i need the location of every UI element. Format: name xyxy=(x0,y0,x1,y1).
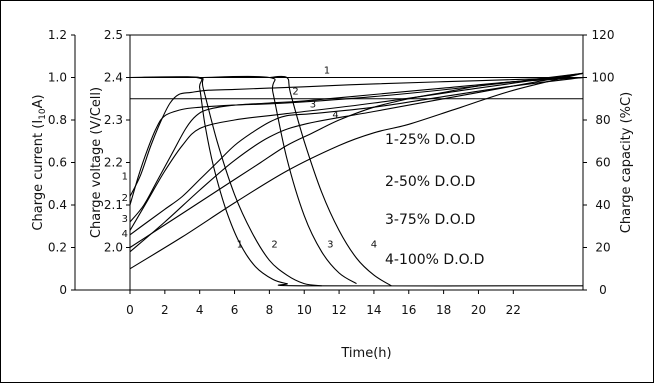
x-tick-label: 4 xyxy=(196,303,204,317)
current-curve-1 xyxy=(129,76,584,287)
capacity-curve-2 xyxy=(129,72,584,231)
voltage-tick-label: 2.0 xyxy=(104,241,123,255)
voltage-curve-label: 2 xyxy=(292,87,298,98)
current-tick-label: 1.0 xyxy=(48,71,67,85)
voltage-axis-label: Charge voltage (V/Cell) xyxy=(89,87,104,238)
legend-entry-4: 4-100% D.O.D xyxy=(385,252,484,268)
capacity-curve-label: 1 xyxy=(122,172,128,183)
current-axis-label: Charge current (I10A) xyxy=(31,94,48,230)
current-tick-label: 0 xyxy=(59,283,67,297)
current-tick-label: 0.6 xyxy=(48,156,67,170)
capacity-curve-4 xyxy=(129,72,584,270)
capacity-tick-label: 40 xyxy=(595,198,610,212)
capacity-axis-label: Charge capacity (%C) xyxy=(619,92,634,233)
x-tick-label: 6 xyxy=(231,303,239,317)
current-tick-label: 0.4 xyxy=(48,198,67,212)
current-curve-label: 3 xyxy=(327,240,333,251)
current-axis-label-post: A) xyxy=(31,94,46,108)
current-tick-label: 0.2 xyxy=(48,241,67,255)
capacity-curve-label: 4 xyxy=(122,229,128,240)
current-curve-3 xyxy=(199,75,357,285)
current-curve-label: 4 xyxy=(371,240,377,251)
x-tick-label: 10 xyxy=(297,303,312,317)
current-tick-label: 1.2 xyxy=(48,28,67,42)
current-axis-label-pre: Charge current (I xyxy=(31,120,46,231)
legend-entry-3: 3-75% D.O.D xyxy=(385,212,475,228)
x-tick-label: 14 xyxy=(366,303,381,317)
capacity-curve-label: 3 xyxy=(122,214,128,225)
voltage-curve-1 xyxy=(129,76,584,197)
reference-lines xyxy=(130,77,583,100)
voltage-tick-label: 2.2 xyxy=(104,156,123,170)
x-axis-label: Time(h) xyxy=(340,346,391,361)
current-curve-2 xyxy=(161,76,322,287)
capacity-curve-label: 2 xyxy=(122,193,128,204)
voltage-curve-3 xyxy=(129,76,584,236)
x-tick-label: 2 xyxy=(161,303,169,317)
capacity-curve-1 xyxy=(129,72,584,206)
capacity-tick-label: 60 xyxy=(595,156,610,170)
current-curve-label: 2 xyxy=(271,240,277,251)
current-axis-label-sub: 10 xyxy=(38,108,48,120)
x-tick-label: 20 xyxy=(471,303,486,317)
x-tick-label: 22 xyxy=(506,303,521,317)
voltage-curve-label: 1 xyxy=(324,65,330,76)
capacity-curve-3 xyxy=(129,72,584,253)
voltage-curve-4 xyxy=(129,76,584,248)
current-curve-4 xyxy=(269,75,392,287)
capacity-tick-label: 80 xyxy=(595,113,610,127)
legend-entry-2: 2-50% D.O.D xyxy=(385,174,475,190)
capacity-tick-label: 120 xyxy=(592,28,615,42)
voltage-tick-label: 2.3 xyxy=(104,113,123,127)
current-curve-label: 1 xyxy=(237,240,243,251)
curve-labels: 1 2 3 4 1 2 3 4 1 2 3 4 xyxy=(122,65,378,250)
tick-marks: 00.20.40.60.81.01.22.02.12.22.32.42.5020… xyxy=(48,28,615,317)
legend-entry-1: 1-25% D.O.D xyxy=(385,132,475,148)
series-layer xyxy=(129,72,584,287)
capacity-tick-label: 0 xyxy=(599,283,607,297)
voltage-tick-label: 2.1 xyxy=(104,198,123,212)
capacity-tick-label: 100 xyxy=(592,71,615,85)
legend: 1-25% D.O.D 2-50% D.O.D 3-75% D.O.D 4-10… xyxy=(385,132,484,268)
x-tick-label: 18 xyxy=(436,303,451,317)
voltage-curve-label: 4 xyxy=(332,110,338,121)
x-tick-label: 16 xyxy=(401,303,416,317)
voltage-tick-label: 2.5 xyxy=(104,28,123,42)
x-tick-label: 8 xyxy=(266,303,274,317)
capacity-tick-label: 20 xyxy=(595,241,610,255)
x-tick-label: 0 xyxy=(126,303,134,317)
voltage-curve-label: 3 xyxy=(310,99,316,110)
x-tick-label: 12 xyxy=(331,303,346,317)
current-tick-label: 0.8 xyxy=(48,113,67,127)
voltage-tick-label: 2.4 xyxy=(104,71,123,85)
